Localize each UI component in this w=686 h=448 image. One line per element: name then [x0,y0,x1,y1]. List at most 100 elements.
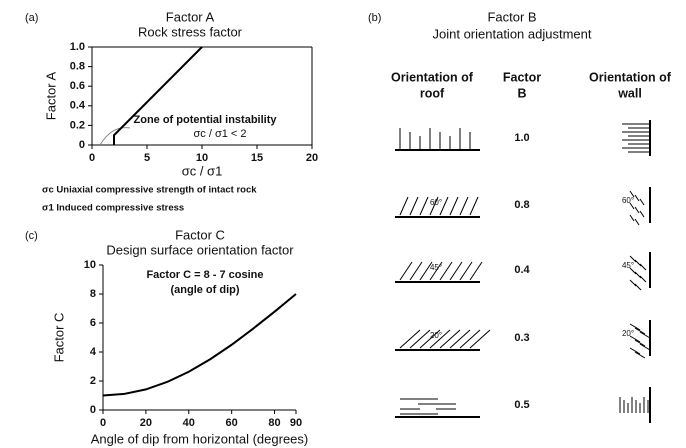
roof-hatch [439,261,453,281]
wall-hatch [639,331,651,339]
wall-angle: 20° [622,329,634,338]
wall-hatch [634,351,646,359]
wall-hatch [639,343,651,351]
note: σc Uniaxial compressive strength of inta… [42,185,257,196]
table-subtitle: Joint orientation adjustment [433,26,592,41]
y-tick-label: 0.8 [70,61,85,73]
y-axis-label: Factor C [51,313,66,363]
table-title: Factor B [487,9,536,24]
wall-hatch [639,275,647,283]
chart-title: Factor A [166,9,215,24]
y-tick-label: 0 [79,139,85,151]
x-tick-label: 20 [306,152,318,164]
roof-hatch [399,196,409,216]
x-axis-label: Angle of dip from horizontal (degrees) [91,431,309,446]
x-tick-label: 0 [100,417,106,429]
roof-hatch [459,196,469,216]
wall-hatch [629,190,635,198]
roof-hatch [409,196,419,216]
roof-hatch [469,329,491,349]
roof-hatch [429,261,443,281]
chart-title: Factor C [175,227,225,242]
roof-angle: 20° [430,331,442,340]
column-header: B [517,86,526,100]
factor-value: 0.8 [514,199,529,211]
note: σ1 Induced compressive stress [42,203,184,214]
zone-curve [99,127,131,146]
wall-hatch [629,279,637,287]
y-tick-label: 10 [84,259,96,271]
data-line [102,293,297,397]
y-tick-label: 6 [90,317,96,329]
roof-hatch [469,196,479,216]
wall-angle: 60° [622,196,634,205]
factor-value: 0.4 [514,264,530,276]
roof-hatch [429,329,451,349]
annotation: (angle of dip) [170,284,239,296]
column-header: roof [420,86,445,100]
roof-hatch [419,196,429,216]
y-tick-label: 2 [90,375,96,387]
panel-label: (a) [25,12,38,24]
roof-angle: 60° [430,198,442,207]
column-header: Orientation of [589,70,672,84]
y-tick-label: 1.0 [70,41,85,53]
roof-hatch [459,261,473,281]
annotation: σc / σ1 < 2 [193,128,246,140]
wall-hatch [634,259,642,267]
y-tick-label: 8 [90,288,96,300]
factor-value: 1.0 [514,132,529,144]
factor-value: 0.5 [514,399,529,411]
x-tick-label: 90 [290,417,302,429]
roof-hatch [449,329,471,349]
y-tick-label: 0.2 [70,119,85,131]
wall-angle: 45° [622,261,634,270]
wall-hatch [629,323,641,331]
wall-hatch [629,255,637,263]
wall-hatch [634,283,642,291]
wall-hatch [629,214,635,222]
column-header: wall [617,86,642,100]
wall-hatch [634,271,642,279]
roof-hatch [449,196,459,216]
wall-hatch [629,267,637,275]
chart-subtitle: Design surface orientation factor [106,242,294,257]
data-line [113,46,203,145]
y-tick-label: 0 [90,404,96,416]
x-tick-label: 15 [251,152,263,164]
wall-hatch [634,218,640,226]
wall-hatch [634,327,646,335]
roof-hatch [459,329,481,349]
annotation: Zone of potential instability [134,114,278,126]
y-tick-label: 0.6 [70,80,85,92]
x-tick-label: 80 [268,417,280,429]
roof-hatch [449,261,463,281]
panel-label: (b) [368,12,381,24]
panel-label: (c) [25,230,38,242]
roof-hatch [399,261,413,281]
wall-hatch [639,263,647,271]
column-header: Orientation of [391,70,474,84]
wall-hatch [629,202,635,210]
x-tick-label: 20 [140,417,152,429]
x-axis-label: σc / σ1 [182,163,223,178]
roof-angle: 45° [430,263,442,272]
roof-hatch [419,261,433,281]
annotation: Factor C = 8 - 7 cosine [146,269,263,281]
column-header: Factor [503,70,541,84]
roof-hatch [419,329,441,349]
x-tick-label: 10 [196,152,208,164]
wall-hatch [634,339,646,347]
x-tick-label: 40 [183,417,195,429]
roof-hatch [399,329,421,349]
wall-hatch [629,347,641,355]
roof-hatch [439,329,461,349]
x-tick-label: 0 [89,152,95,164]
factor-value: 0.3 [514,332,529,344]
y-axis-label: Factor A [43,71,58,120]
y-tick-label: 4 [90,346,97,358]
roof-hatch [409,329,431,349]
roof-hatch [429,196,439,216]
